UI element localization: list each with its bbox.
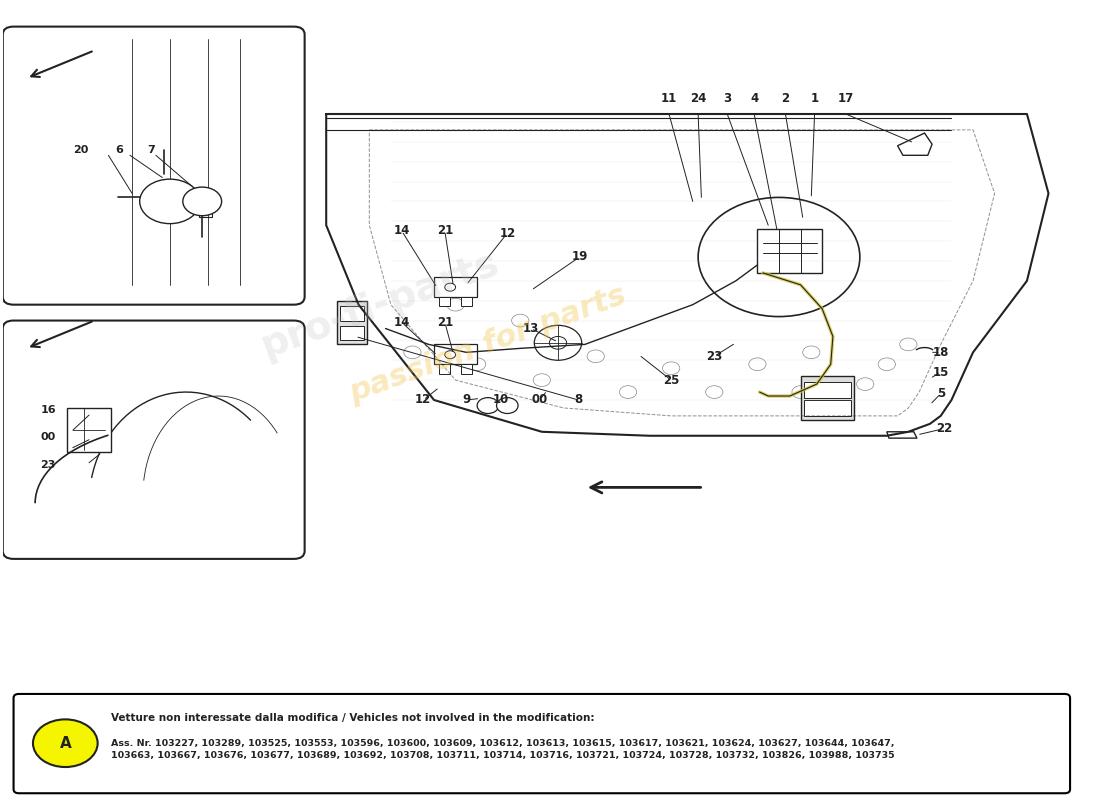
Circle shape [549,337,566,349]
Circle shape [183,187,221,216]
Bar [804,382,851,398]
Bar [199,195,212,203]
Bar [461,297,472,306]
Circle shape [535,326,582,360]
Text: 21: 21 [437,224,453,238]
Circle shape [587,350,604,362]
Bar [67,408,111,452]
Polygon shape [898,133,932,155]
Bar [801,376,855,420]
FancyBboxPatch shape [13,694,1070,794]
Circle shape [444,350,455,358]
Text: 2: 2 [781,92,790,105]
Bar [199,210,212,218]
Text: 23: 23 [41,460,56,470]
Circle shape [878,358,895,370]
Text: 5: 5 [936,387,945,400]
Text: 23: 23 [706,350,723,363]
Text: 19: 19 [571,250,587,263]
Bar [461,364,472,374]
Bar [340,306,364,321]
Circle shape [749,358,766,370]
Circle shape [33,719,98,767]
Circle shape [803,346,820,358]
Circle shape [140,179,200,224]
Bar [434,344,477,364]
Text: 20: 20 [73,145,88,154]
Bar [804,400,851,416]
Text: passion for parts: passion for parts [345,281,630,408]
Text: 17: 17 [838,92,854,105]
Circle shape [469,358,486,370]
Circle shape [619,386,637,398]
Text: 22: 22 [936,422,953,435]
FancyBboxPatch shape [3,26,305,305]
Polygon shape [887,432,917,438]
Circle shape [534,374,550,386]
Circle shape [404,346,421,358]
Circle shape [706,386,723,398]
Circle shape [857,378,873,390]
Circle shape [447,298,464,311]
Circle shape [900,338,917,350]
Text: 3: 3 [723,92,732,105]
Text: Ass. Nr. 103227, 103289, 103525, 103553, 103596, 103600, 103609, 103612, 103613,: Ass. Nr. 103227, 103289, 103525, 103553,… [111,739,894,760]
Bar [434,277,477,297]
Text: 10: 10 [493,394,509,406]
Bar [439,364,450,374]
Text: 4: 4 [750,92,758,105]
Text: 9: 9 [462,394,471,406]
Text: 11: 11 [661,92,678,105]
Text: 24: 24 [690,92,706,105]
Text: 00: 00 [41,432,56,442]
Text: 25: 25 [663,374,680,386]
Text: 13: 13 [522,322,539,335]
Circle shape [477,398,498,414]
Circle shape [496,398,518,414]
Bar [337,301,367,344]
Text: 8: 8 [574,394,583,406]
Text: 6: 6 [116,145,123,154]
Text: 7: 7 [147,145,155,154]
Bar [340,326,364,341]
Circle shape [444,283,455,291]
Text: Vetture non interessate dalla modifica / Vehicles not involved in the modificati: Vetture non interessate dalla modifica /… [111,713,594,722]
Text: 12: 12 [499,226,516,240]
Text: 1: 1 [811,92,818,105]
Text: 00: 00 [531,394,548,406]
Text: 12: 12 [415,394,431,406]
Text: 16: 16 [41,405,56,414]
Text: A: A [59,736,72,750]
Bar [439,297,450,306]
Bar [758,229,822,273]
Text: 14: 14 [394,224,410,238]
Text: 21: 21 [437,316,453,329]
Text: pro-fi-parts: pro-fi-parts [256,244,505,366]
FancyBboxPatch shape [3,321,305,559]
Circle shape [662,362,680,374]
Text: 14: 14 [394,316,410,329]
Circle shape [792,386,810,398]
Text: 18: 18 [933,346,949,359]
Text: 15: 15 [933,366,949,378]
Circle shape [512,314,529,327]
